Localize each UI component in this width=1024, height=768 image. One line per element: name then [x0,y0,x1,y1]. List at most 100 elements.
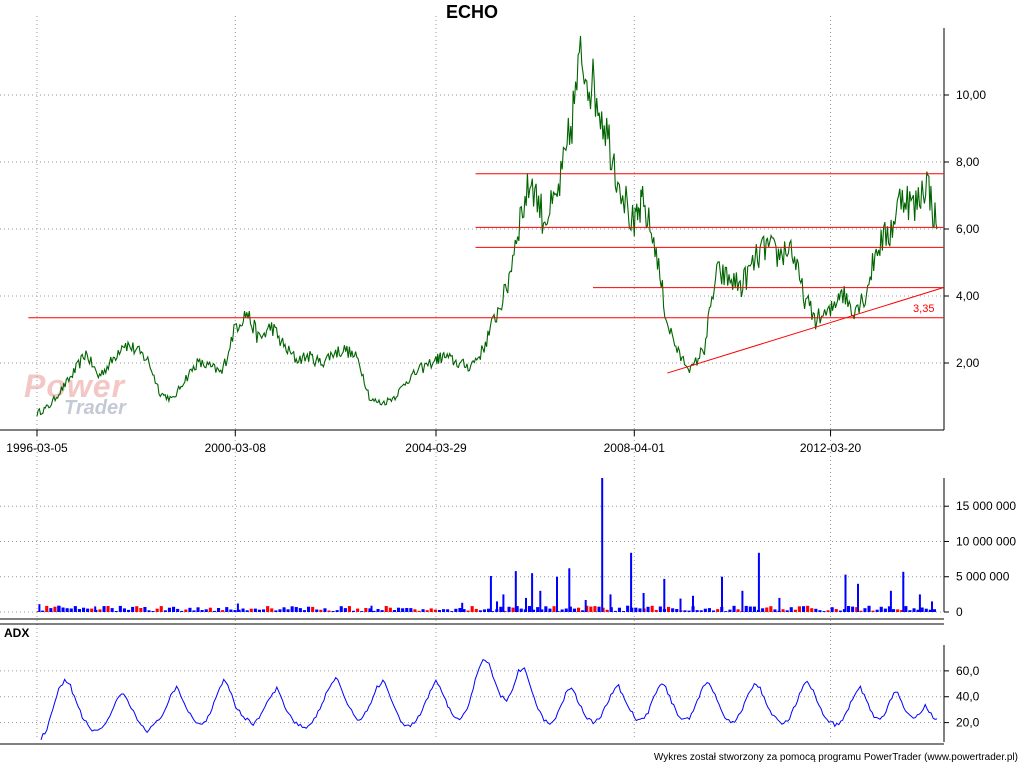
volume-bar [433,609,437,612]
watermark-power: Power [24,368,126,404]
volume-bar [204,609,208,612]
price-y-tick-label: 2,00 [956,356,980,370]
volume-bar [560,609,564,612]
volume-bar [707,608,711,612]
volume-bar [102,606,106,612]
volume-bar [769,606,773,612]
volume-bar [364,608,368,612]
volume-bar [45,605,49,612]
volume-spike-bar [679,598,682,612]
volume-bar [589,606,593,612]
volume-bar [167,607,171,612]
volume-bar [376,609,380,612]
volume-bar [908,610,912,612]
volume-bar [327,610,331,612]
volume-bar [556,611,560,612]
volume-bar [622,611,626,612]
volume-bar [932,609,936,612]
volume-bar [712,610,716,612]
volume-bar [695,610,699,612]
volume-bar [151,611,155,612]
volume-bar [773,609,777,612]
volume-bar [307,606,311,612]
volume-bar [466,610,470,612]
volume-bar [217,608,221,612]
volume-spike-bar [609,594,612,612]
adx-y-tick-label: 40,0 [956,690,980,704]
volume-bar [323,608,327,612]
volume-bar [319,609,323,612]
volume-bar [114,611,118,612]
volume-bar [331,611,335,612]
volume-bar [155,608,159,612]
volume-bar [77,609,81,612]
volume-bar [912,608,916,612]
volume-bar [797,606,801,612]
price-y-tick-label: 6,00 [956,222,980,236]
volume-bar [356,608,360,612]
trend-line [667,287,944,374]
price-x-tick-label: 2000-03-08 [205,441,267,455]
volume-bar [818,610,822,612]
volume-bar [830,607,834,612]
volume-bar [507,606,511,612]
volume-bar [851,606,855,612]
volume-bar [184,609,188,612]
volume-bar [879,606,883,612]
volume-bar [687,610,691,612]
volume-bar [200,610,204,612]
volume-bar [552,606,556,612]
volume-bar [638,608,642,612]
volume-bar [442,609,446,612]
volume-bar [437,610,441,612]
adx-series-line [40,658,938,741]
volume-spike-bar [584,600,587,612]
volume-bar [470,606,474,612]
volume-spike-bar [601,478,604,612]
volume-bar [397,607,401,612]
volume-bar [597,606,601,612]
volume-bar [699,610,703,612]
adx-y-tick-label: 20,0 [956,716,980,730]
volume-bar [343,608,347,612]
volume-bar [613,610,617,612]
volume-bar [315,609,319,612]
volume-bar [425,610,429,612]
price-x-tick-label: 2008-04-01 [604,441,666,455]
watermark-trader: Trader [64,397,126,419]
volume-spike-bar [38,604,41,612]
volume-bar [658,606,662,612]
volume-bar [924,608,928,612]
volume-spike-bar [778,597,781,612]
volume-bar [458,608,462,612]
volume-spike-bar [642,593,645,612]
volume-bar [605,609,609,612]
volume-bar [241,608,245,612]
volume-bar [163,610,167,612]
volume-bar [384,606,388,612]
volume-bar [814,608,818,612]
volume-bar [703,608,707,612]
volume-bar [253,608,257,612]
volume-bar [188,607,192,612]
volume-bar [855,607,859,612]
volume-spike-bar [857,583,859,612]
volume-spike-bar [918,594,921,612]
volume-bar [826,610,830,612]
volume-bar [478,610,482,612]
volume-bar [577,607,581,612]
volume-bar [650,605,654,612]
volume-spike-bar [531,573,534,612]
volume-spike-bar [370,605,373,612]
volume-bar [196,607,200,612]
volume-bar [744,605,748,612]
volume-bar [368,608,372,612]
volume-bar [503,610,507,612]
volume-bar [896,609,900,612]
volume-bar [548,608,552,612]
volume-bar [540,609,544,612]
volume-bar [339,606,343,612]
volume-spike-bar [663,578,666,612]
volume-bar [98,609,102,612]
volume-bar [765,607,769,612]
